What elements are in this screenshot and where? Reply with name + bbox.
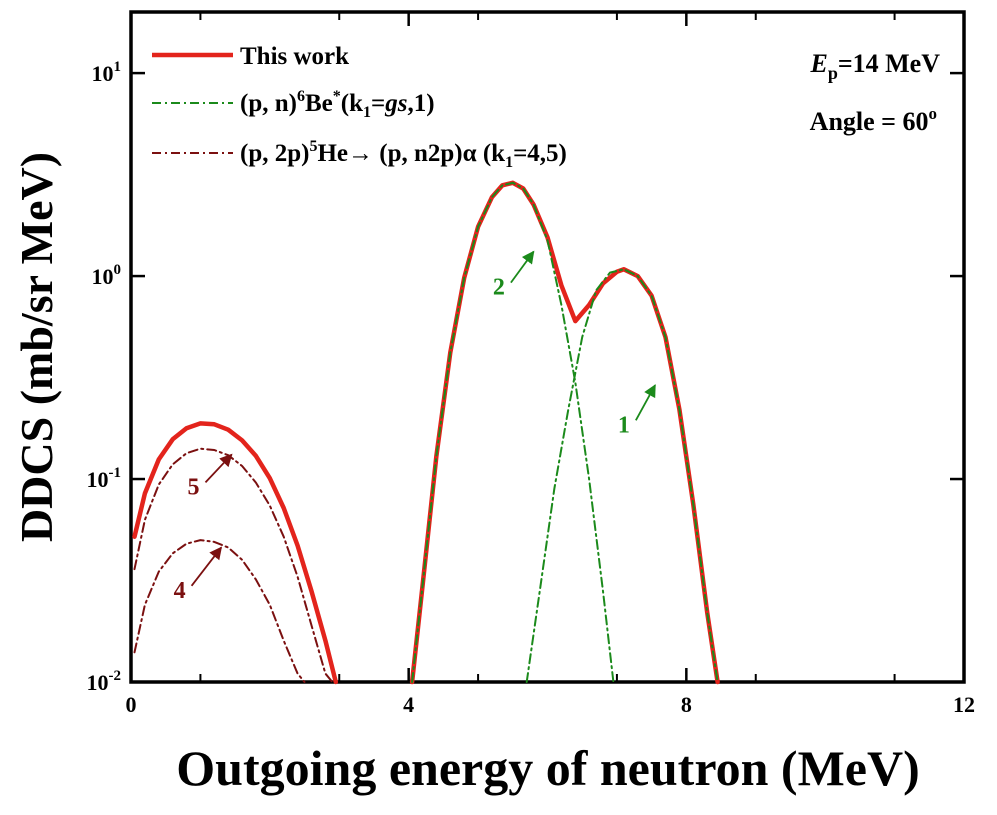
legend-label-p2p-he5: (p, 2p)5He→ (p, n2p)α (k1=4,5) [240,138,567,171]
legend-label-pn-be6: (p, n)6Be*(k1=gs,1) [240,88,435,121]
y-tick-label: 101 [92,59,122,86]
x-tick-label: 12 [953,692,975,717]
curve-arrow-4 [190,546,223,587]
series-2-curve [133,447,334,683]
curve-labels: 1 2 5 4 [174,250,656,604]
curve-label-4: 4 [174,578,186,604]
annotation-energy: Ep=14 MeV [809,49,940,83]
y-axis-label: DDCS (mb/sr MeV) [11,152,62,542]
y-tick-label: 10-1 [87,465,122,492]
curve-arrow-1 [635,384,656,421]
x-tick-label: 8 [681,692,692,717]
y-tick-label: 10-2 [87,668,122,695]
curve-label-5: 5 [187,474,199,500]
x-tick-label: 0 [126,692,137,717]
x-tick-label: 4 [403,692,414,717]
series-1-curve [411,181,719,683]
plot-frame [129,10,966,684]
x-axis-label: Outgoing energy of neutron (MeV) [176,740,919,796]
curve-label-2: 2 [493,275,505,301]
curve-arrow-2 [510,250,535,284]
y-tick-label: 100 [92,262,122,289]
annotation-angle: Angle = 60o [810,104,937,136]
curve-arrow-5 [204,453,233,484]
legend-label-this-work: This work [240,43,349,70]
curve-label-1: 1 [618,412,630,438]
series-layer [132,180,720,685]
legend: This work (p, n)6Be*(k1=gs,1) (p, 2p)5He… [152,43,567,171]
